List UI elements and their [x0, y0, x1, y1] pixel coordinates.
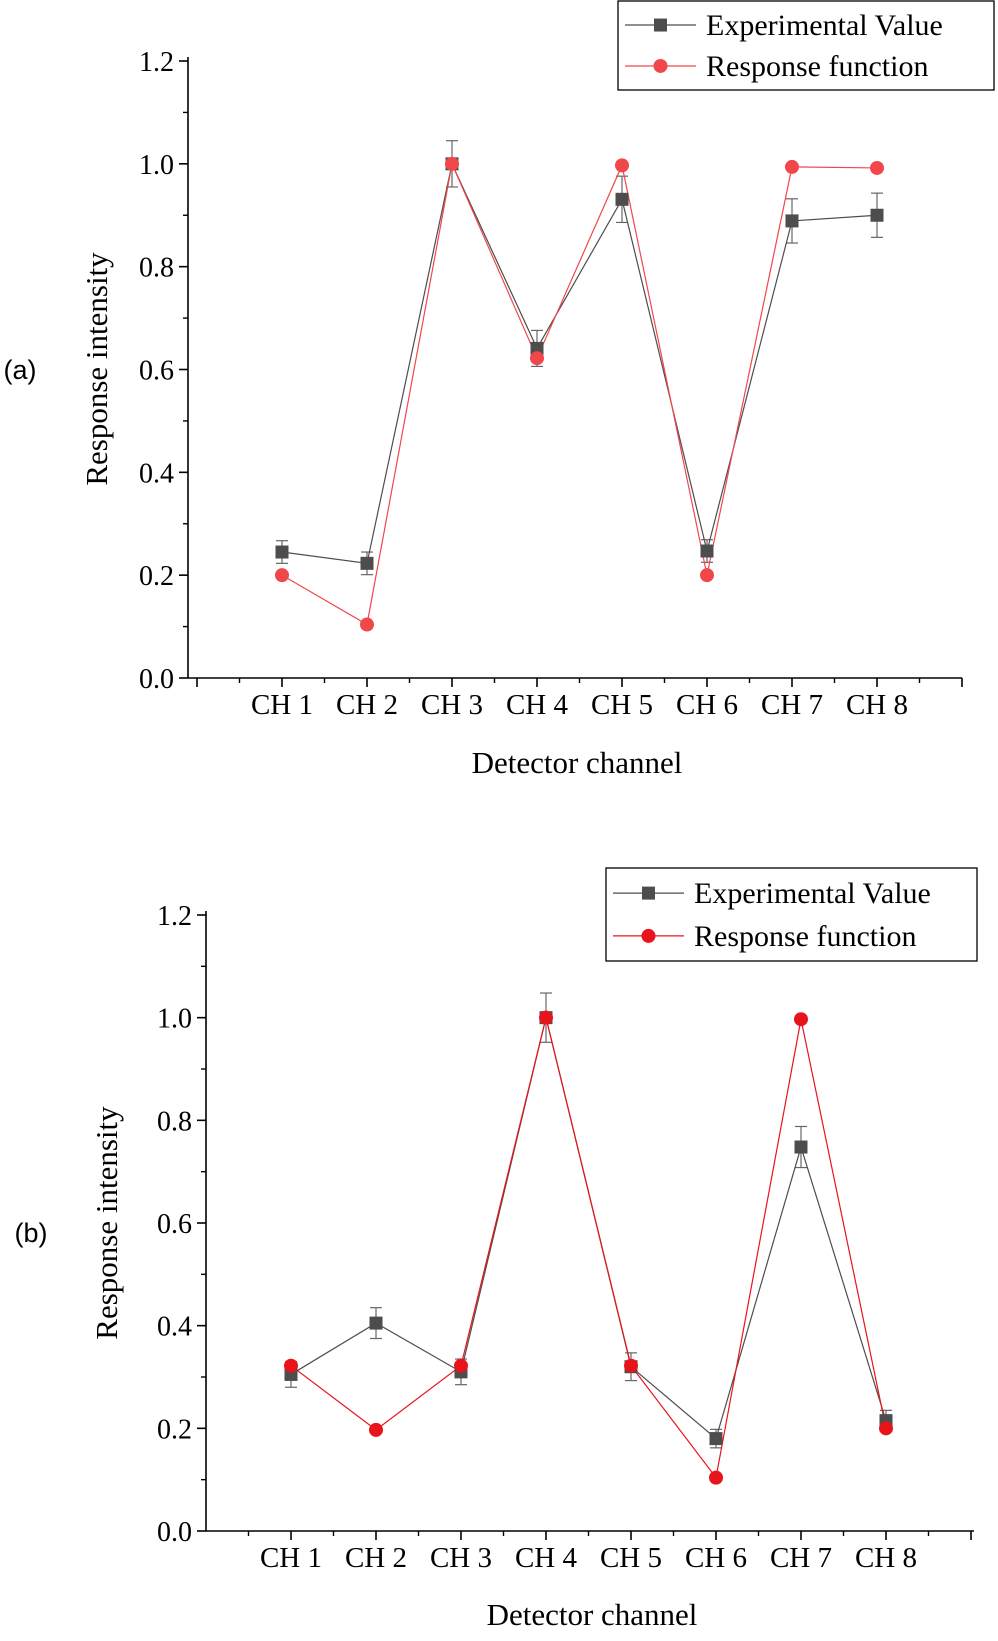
x-tick-label: CH 5 — [600, 1542, 662, 1574]
point-response — [879, 1421, 893, 1436]
legend-marker-experimental — [642, 886, 655, 900]
legend-marker-response — [653, 58, 668, 73]
legend-marker-experimental — [654, 18, 667, 32]
point-response — [624, 1358, 638, 1373]
point-response — [530, 351, 544, 366]
legend-box — [617, 0, 995, 91]
legend-box — [605, 867, 978, 962]
point-experimental — [785, 214, 799, 228]
x-tick-label: CH 2 — [336, 689, 398, 721]
chart-panel-b: (b) 0.0 0.2 0.4 0.6 0.8 1.0 1.2 CH 1 CH 2 CH 3 CH 4… — [15, 867, 978, 1632]
y-axis-title: Response intensity — [79, 252, 114, 486]
point-response — [275, 568, 289, 583]
point-experimental — [700, 544, 714, 558]
series-line-experimental — [290, 1017, 887, 1440]
x-tick-label: CH 4 — [515, 1542, 578, 1574]
point-experimental — [530, 341, 544, 355]
point-response — [794, 1012, 808, 1027]
point-response — [700, 568, 714, 583]
point-response — [360, 617, 374, 632]
point-response — [284, 1358, 298, 1373]
x-axis-title: Detector channel — [487, 1597, 698, 1632]
y-tick-label: 0.6 — [157, 1209, 192, 1240]
y-tick-label: 0.6 — [139, 356, 174, 387]
x-tick-label: CH 3 — [430, 1542, 492, 1574]
y-tick-label: 0.8 — [139, 253, 174, 284]
x-tick-label: CH 1 — [251, 689, 313, 721]
x-tick-label: CH 6 — [676, 689, 738, 721]
x-axis-title: Detector channel — [472, 745, 683, 780]
point-experimental — [709, 1432, 723, 1446]
x-tick-label: CH 4 — [506, 689, 569, 721]
legend-label-response: Response function — [706, 50, 928, 83]
legend-label-response: Response function — [694, 920, 916, 953]
x-tick-label: CH 1 — [260, 1542, 322, 1574]
y-tick-label: 0.4 — [157, 1312, 192, 1343]
legend-label-experimental: Experimental Value — [694, 877, 931, 910]
series-line-experimental — [281, 161, 878, 565]
point-experimental — [870, 208, 884, 222]
panel-label: (a) — [4, 355, 37, 385]
point-response — [369, 1422, 383, 1437]
series-line-response — [290, 1017, 887, 1480]
y-tick-label: 0.2 — [139, 561, 174, 592]
y-tick-label: 0.8 — [157, 1106, 192, 1137]
series-line-response — [281, 161, 878, 626]
x-tick-label: CH 6 — [685, 1542, 747, 1574]
legend-label-experimental: Experimental Value — [706, 9, 943, 42]
x-tick-label: CH 8 — [855, 1542, 917, 1574]
point-response — [445, 156, 459, 171]
legend: Experimental Value Response function — [605, 867, 978, 962]
chart-panel-a: (a) 0.0 0.2 0.4 0.6 0.8 1.0 1.2 CH 1 CH 2 CH 3 CH 4… — [4, 0, 995, 780]
point-experimental — [360, 556, 374, 570]
y-tick-label: 0.2 — [157, 1414, 192, 1445]
x-tick-label: CH 8 — [846, 689, 908, 721]
point-response — [615, 158, 629, 173]
point-response — [454, 1358, 468, 1373]
point-response — [870, 160, 884, 175]
x-tick-label: CH 5 — [591, 689, 653, 721]
y-tick-label: 0.4 — [139, 458, 174, 489]
y-axis-title: Response intensity — [89, 1106, 124, 1340]
y-tick-label: 0.0 — [157, 1517, 192, 1548]
y-tick-label: 1.0 — [139, 150, 174, 181]
y-tick-label: 1.2 — [139, 47, 174, 78]
x-tick-label: CH 3 — [421, 689, 483, 721]
legend-marker-response — [641, 928, 656, 943]
legend: Experimental Value Response function — [617, 0, 995, 91]
x-tick-label: CH 7 — [770, 1542, 832, 1574]
point-response — [539, 1010, 553, 1025]
point-response — [709, 1470, 723, 1485]
point-experimental — [275, 545, 289, 559]
panel-label: (b) — [15, 1218, 48, 1248]
y-tick-label: 1.2 — [157, 901, 192, 932]
point-experimental — [615, 192, 629, 206]
point-response — [785, 159, 799, 174]
point-experimental — [369, 1316, 383, 1330]
point-experimental — [794, 1140, 808, 1154]
x-tick-label: CH 7 — [761, 689, 823, 721]
y-tick-label: 1.0 — [157, 1004, 192, 1035]
x-tick-label: CH 2 — [345, 1542, 407, 1574]
y-tick-label: 0.0 — [139, 664, 174, 695]
